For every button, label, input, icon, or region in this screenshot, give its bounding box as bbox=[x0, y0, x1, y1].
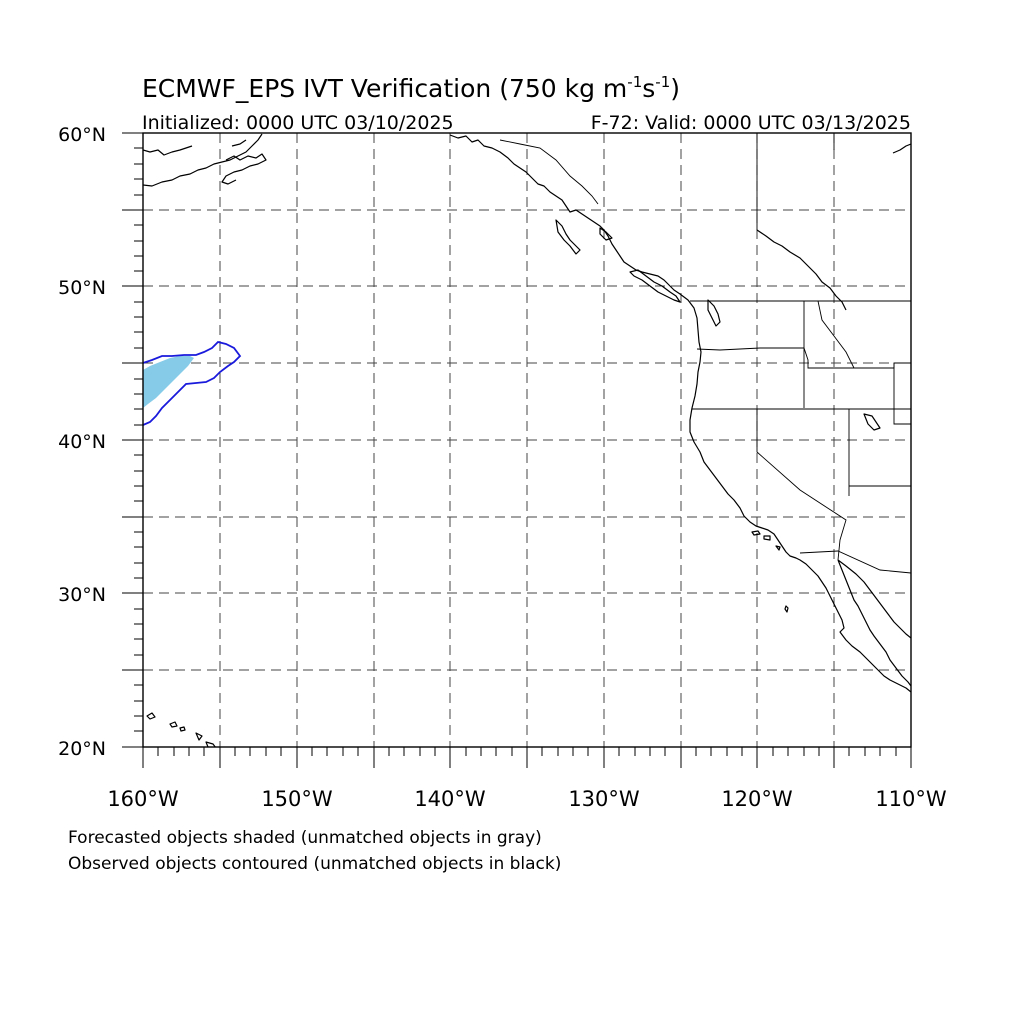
northeast-coastline bbox=[756, 143, 911, 311]
lon-label-140w: 140°W bbox=[414, 787, 486, 811]
political-borders bbox=[499, 133, 911, 574]
channel-islands bbox=[751, 530, 789, 613]
lon-label-110w: 110°W bbox=[875, 787, 947, 811]
forecast-ivt-object bbox=[143, 356, 194, 408]
gulf-of-california-coast bbox=[837, 559, 911, 687]
lat-label-60n: 60°N bbox=[58, 124, 106, 146]
lat-label-30n: 30°N bbox=[58, 584, 106, 606]
initialized-label: Initialized: 0000 UTC 03/10/2025 bbox=[142, 112, 454, 134]
west-coast-coastline bbox=[449, 134, 911, 693]
lon-label-160w: 160°W bbox=[107, 787, 179, 811]
observed-ivt-contour bbox=[143, 341, 242, 426]
observed-legend-note: Observed objects contoured (unmatched ob… bbox=[68, 854, 561, 874]
hawaii-islands bbox=[146, 712, 216, 747]
title-superscript-2: -1 bbox=[655, 73, 670, 91]
title-superscript-1: -1 bbox=[627, 73, 642, 91]
lat-lon-gridlines bbox=[143, 133, 911, 747]
lat-label-40n: 40°N bbox=[58, 431, 106, 453]
lon-label-120w: 120°W bbox=[721, 787, 793, 811]
map-panel bbox=[143, 133, 911, 747]
bc-islands bbox=[555, 219, 721, 327]
axis-ticks bbox=[122, 132, 912, 768]
great-salt-lake bbox=[863, 413, 881, 431]
lon-label-150w: 150°W bbox=[261, 787, 333, 811]
lat-label-50n: 50°N bbox=[58, 277, 106, 299]
forecast-legend-note: Forecasted objects shaded (unmatched obj… bbox=[68, 828, 542, 848]
figure-title: ECMWF_EPS IVT Verification (750 kg m-1s-… bbox=[142, 73, 680, 103]
lon-label-130w: 130°W bbox=[568, 787, 640, 811]
valid-time-label: F-72: Valid: 0000 UTC 03/13/2025 bbox=[591, 112, 911, 134]
lat-label-20n: 20°N bbox=[58, 738, 106, 760]
alaska-coastline bbox=[143, 133, 267, 187]
